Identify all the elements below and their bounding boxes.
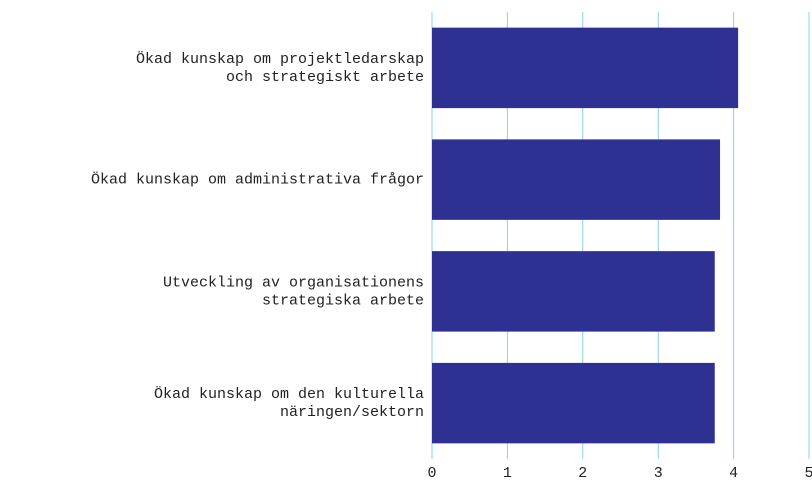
x-tick-label: 4: [729, 465, 738, 482]
x-tick-label: 3: [654, 465, 663, 482]
label-line: och strategiskt arbete: [226, 69, 424, 86]
label-line: Ökad kunskap om projektledarskap: [136, 50, 424, 68]
y-tick-label: Ökad kunskap om den kulturella näringen/s…: [154, 385, 424, 421]
label-line: Utveckling av organisationens: [163, 274, 424, 291]
y-tick-label: Utveckling av organisationens strategiska…: [163, 274, 424, 309]
x-tick-label: 2: [578, 465, 587, 482]
y-tick-label: Ökad kunskap om projektledarskap och stra…: [136, 50, 424, 86]
x-tick-label: 5: [804, 465, 812, 482]
label-line: näringen/sektorn: [280, 404, 424, 421]
x-tick-label: 1: [503, 465, 512, 482]
bar: [432, 139, 721, 220]
y-tick-label: Ökad kunskap om administrativa frågor: [91, 171, 424, 189]
label-line: Ökad kunskap om den kulturella: [154, 385, 424, 403]
label-line: strategiska arbete: [262, 292, 424, 309]
x-tick-label: 0: [427, 465, 436, 482]
bar: [432, 362, 715, 444]
bar: [432, 27, 739, 109]
label-line: Ökad kunskap om administrativa frågor: [91, 171, 424, 189]
bar: [432, 251, 715, 332]
